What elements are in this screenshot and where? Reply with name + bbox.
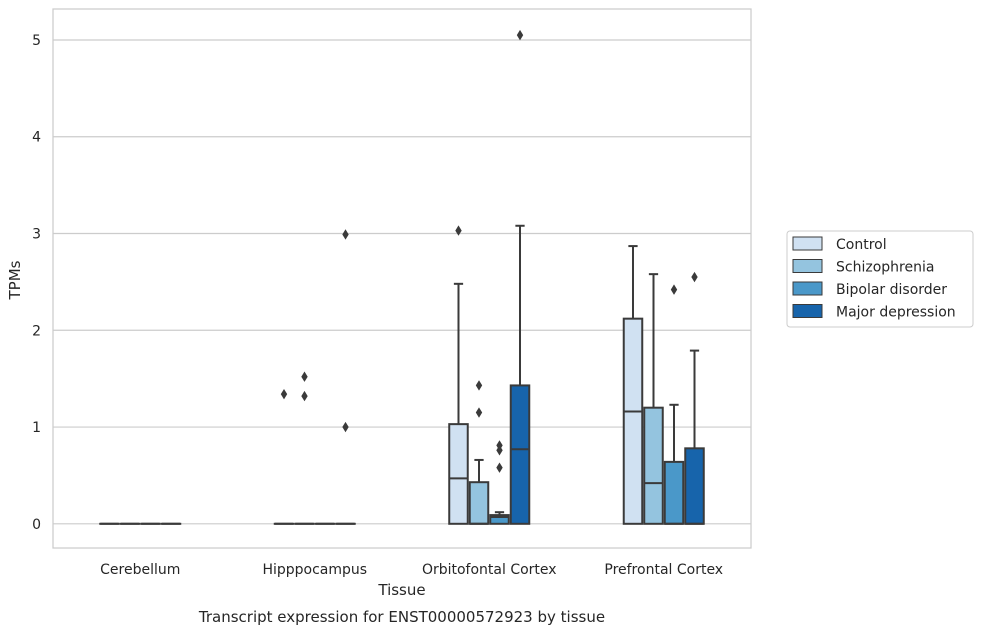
box-body [622,317,644,525]
box [489,440,510,525]
outlier-point [670,284,678,295]
box [509,29,531,525]
box-body [684,447,705,525]
legend-label: Schizophrenia [836,260,934,276]
outlier-point [342,229,349,240]
series-schizophrenia [119,273,664,525]
y-tick-label: 2 [32,323,41,339]
y-axis-label: TPMs [6,260,24,300]
y-tick-label: 3 [32,227,41,243]
legend-frame [786,230,974,328]
x-axis-ticks: Cerebellum Hipppocampus Orbitofontal Corte… [100,562,723,578]
x-tick-label: Cerebellum [100,562,180,578]
box [273,388,295,525]
legend-swatch [792,281,823,296]
legend: Control Schizophrenia Bipolar disorder Majo… [786,230,974,328]
box [622,245,644,525]
legend-swatch [792,236,823,251]
legend-label: Major depression [836,305,956,321]
x-axis-label: Tissue [377,581,425,599]
box [684,271,705,525]
legend-label: Control [836,237,887,253]
x-tick-label: Orbitofontal Cortex [422,562,557,578]
outlier-point [301,371,308,382]
box [663,284,685,525]
box [468,380,490,525]
y-tick-label: 0 [32,517,41,533]
chart-caption: Transcript expression for ENST0000057292… [198,608,605,626]
legend-swatch [792,259,823,273]
box [294,371,315,525]
box-body [489,514,510,525]
x-tick-label: Prefrontal Cortex [604,562,723,578]
outlier-point [342,421,349,433]
box-body [448,423,469,525]
series-major-depression [160,29,705,525]
outlier-point [516,29,524,41]
y-tick-label: 4 [32,130,41,146]
box-body [663,460,685,525]
outlier-point [455,225,462,236]
outlier-point [280,388,288,400]
y-axis-ticks: 0 1 2 3 4 5 [32,33,41,533]
box [335,229,356,525]
outlier-point [475,380,483,391]
outlier-point [691,271,698,283]
box-series [99,29,705,525]
box-body [509,384,531,525]
box-body [643,406,664,525]
y-tick-label: 1 [32,420,41,436]
box [643,273,664,525]
plot-frame [52,8,752,549]
legend-label: Bipolar disorder [836,282,947,298]
outlier-point [496,445,503,456]
outlier-point [301,390,308,402]
series-control [99,225,644,525]
box-body [468,481,490,525]
box [448,225,469,525]
series-bipolar-disorder [140,284,685,525]
outlier-point [496,462,503,473]
y-tick-label: 5 [32,33,41,49]
outlier-point [475,407,483,418]
x-tick-label: Hipppocampus [262,562,367,578]
legend-swatch [792,304,823,318]
